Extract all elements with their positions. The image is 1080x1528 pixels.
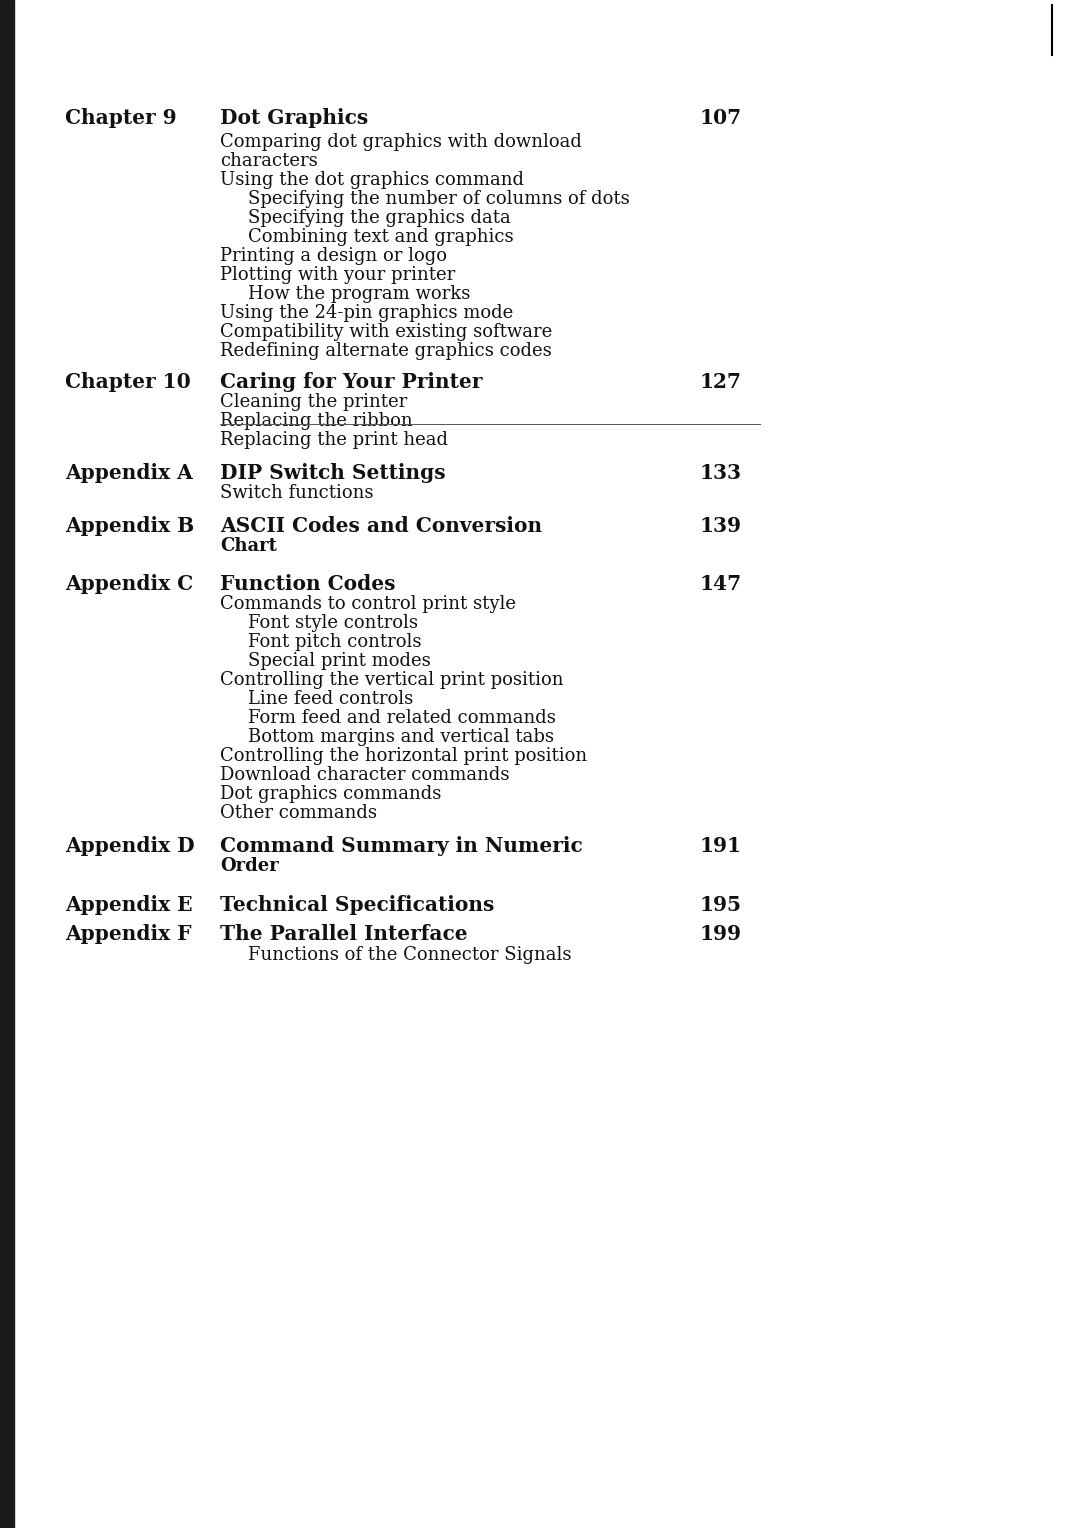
Text: 139: 139 xyxy=(700,516,742,536)
Text: Special print modes: Special print modes xyxy=(248,652,431,669)
Text: The Parallel Interface: The Parallel Interface xyxy=(220,924,468,944)
Text: Appendix A: Appendix A xyxy=(65,463,192,483)
Text: Font style controls: Font style controls xyxy=(248,614,418,633)
Text: ASCII Codes and Conversion: ASCII Codes and Conversion xyxy=(220,516,542,536)
Text: Comparing dot graphics with download: Comparing dot graphics with download xyxy=(220,133,582,151)
Text: 199: 199 xyxy=(700,924,742,944)
Text: Using the dot graphics command: Using the dot graphics command xyxy=(220,171,524,189)
Text: Dot graphics commands: Dot graphics commands xyxy=(220,785,442,804)
Text: Font pitch controls: Font pitch controls xyxy=(248,633,421,651)
Text: Chapter 9: Chapter 9 xyxy=(65,108,177,128)
Text: Specifying the number of columns of dots: Specifying the number of columns of dots xyxy=(248,189,630,208)
Text: Specifying the graphics data: Specifying the graphics data xyxy=(248,209,511,228)
Text: Dot Graphics: Dot Graphics xyxy=(220,108,368,128)
Text: Appendix D: Appendix D xyxy=(65,836,194,856)
Text: Cleaning the printer: Cleaning the printer xyxy=(220,393,407,411)
Text: Replacing the print head: Replacing the print head xyxy=(220,431,448,449)
Text: Functions of the Connector Signals: Functions of the Connector Signals xyxy=(248,946,571,964)
Text: DIP Switch Settings: DIP Switch Settings xyxy=(220,463,446,483)
Text: Switch functions: Switch functions xyxy=(220,484,374,503)
Text: Appendix E: Appendix E xyxy=(65,895,192,915)
Text: 195: 195 xyxy=(700,895,742,915)
Text: How the program works: How the program works xyxy=(248,286,471,303)
Text: Commands to control print style: Commands to control print style xyxy=(220,594,516,613)
Text: Bottom margins and vertical tabs: Bottom margins and vertical tabs xyxy=(248,727,554,746)
Text: Appendix F: Appendix F xyxy=(65,924,191,944)
Text: 107: 107 xyxy=(700,108,742,128)
Text: Technical Specifications: Technical Specifications xyxy=(220,895,495,915)
Text: Form feed and related commands: Form feed and related commands xyxy=(248,709,556,727)
Text: Controlling the horizontal print position: Controlling the horizontal print positio… xyxy=(220,747,588,766)
Text: Appendix B: Appendix B xyxy=(65,516,194,536)
Text: Appendix C: Appendix C xyxy=(65,575,193,594)
Text: Download character commands: Download character commands xyxy=(220,766,510,784)
Text: Printing a design or logo: Printing a design or logo xyxy=(220,248,447,264)
Text: Plotting with your printer: Plotting with your printer xyxy=(220,266,456,284)
Text: characters: characters xyxy=(220,151,318,170)
Text: Function Codes: Function Codes xyxy=(220,575,395,594)
Text: Redefining alternate graphics codes: Redefining alternate graphics codes xyxy=(220,342,552,361)
Text: 133: 133 xyxy=(700,463,742,483)
Text: Compatibility with existing software: Compatibility with existing software xyxy=(220,322,552,341)
Text: Order: Order xyxy=(220,857,279,876)
Text: 191: 191 xyxy=(700,836,742,856)
Text: Command Summary in Numeric: Command Summary in Numeric xyxy=(220,836,583,856)
Text: Combining text and graphics: Combining text and graphics xyxy=(248,228,514,246)
Text: Replacing the ribbon: Replacing the ribbon xyxy=(220,413,413,429)
Text: Caring for Your Printer: Caring for Your Printer xyxy=(220,371,483,393)
Bar xyxy=(0,0,14,1528)
Text: Controlling the vertical print position: Controlling the vertical print position xyxy=(220,671,564,689)
Text: Chart: Chart xyxy=(220,536,276,555)
Text: Other commands: Other commands xyxy=(220,804,377,822)
Text: Chapter 10: Chapter 10 xyxy=(65,371,191,393)
Text: 127: 127 xyxy=(700,371,742,393)
Text: Line feed controls: Line feed controls xyxy=(248,691,414,707)
Text: 147: 147 xyxy=(700,575,742,594)
Text: Using the 24-pin graphics mode: Using the 24-pin graphics mode xyxy=(220,304,513,322)
